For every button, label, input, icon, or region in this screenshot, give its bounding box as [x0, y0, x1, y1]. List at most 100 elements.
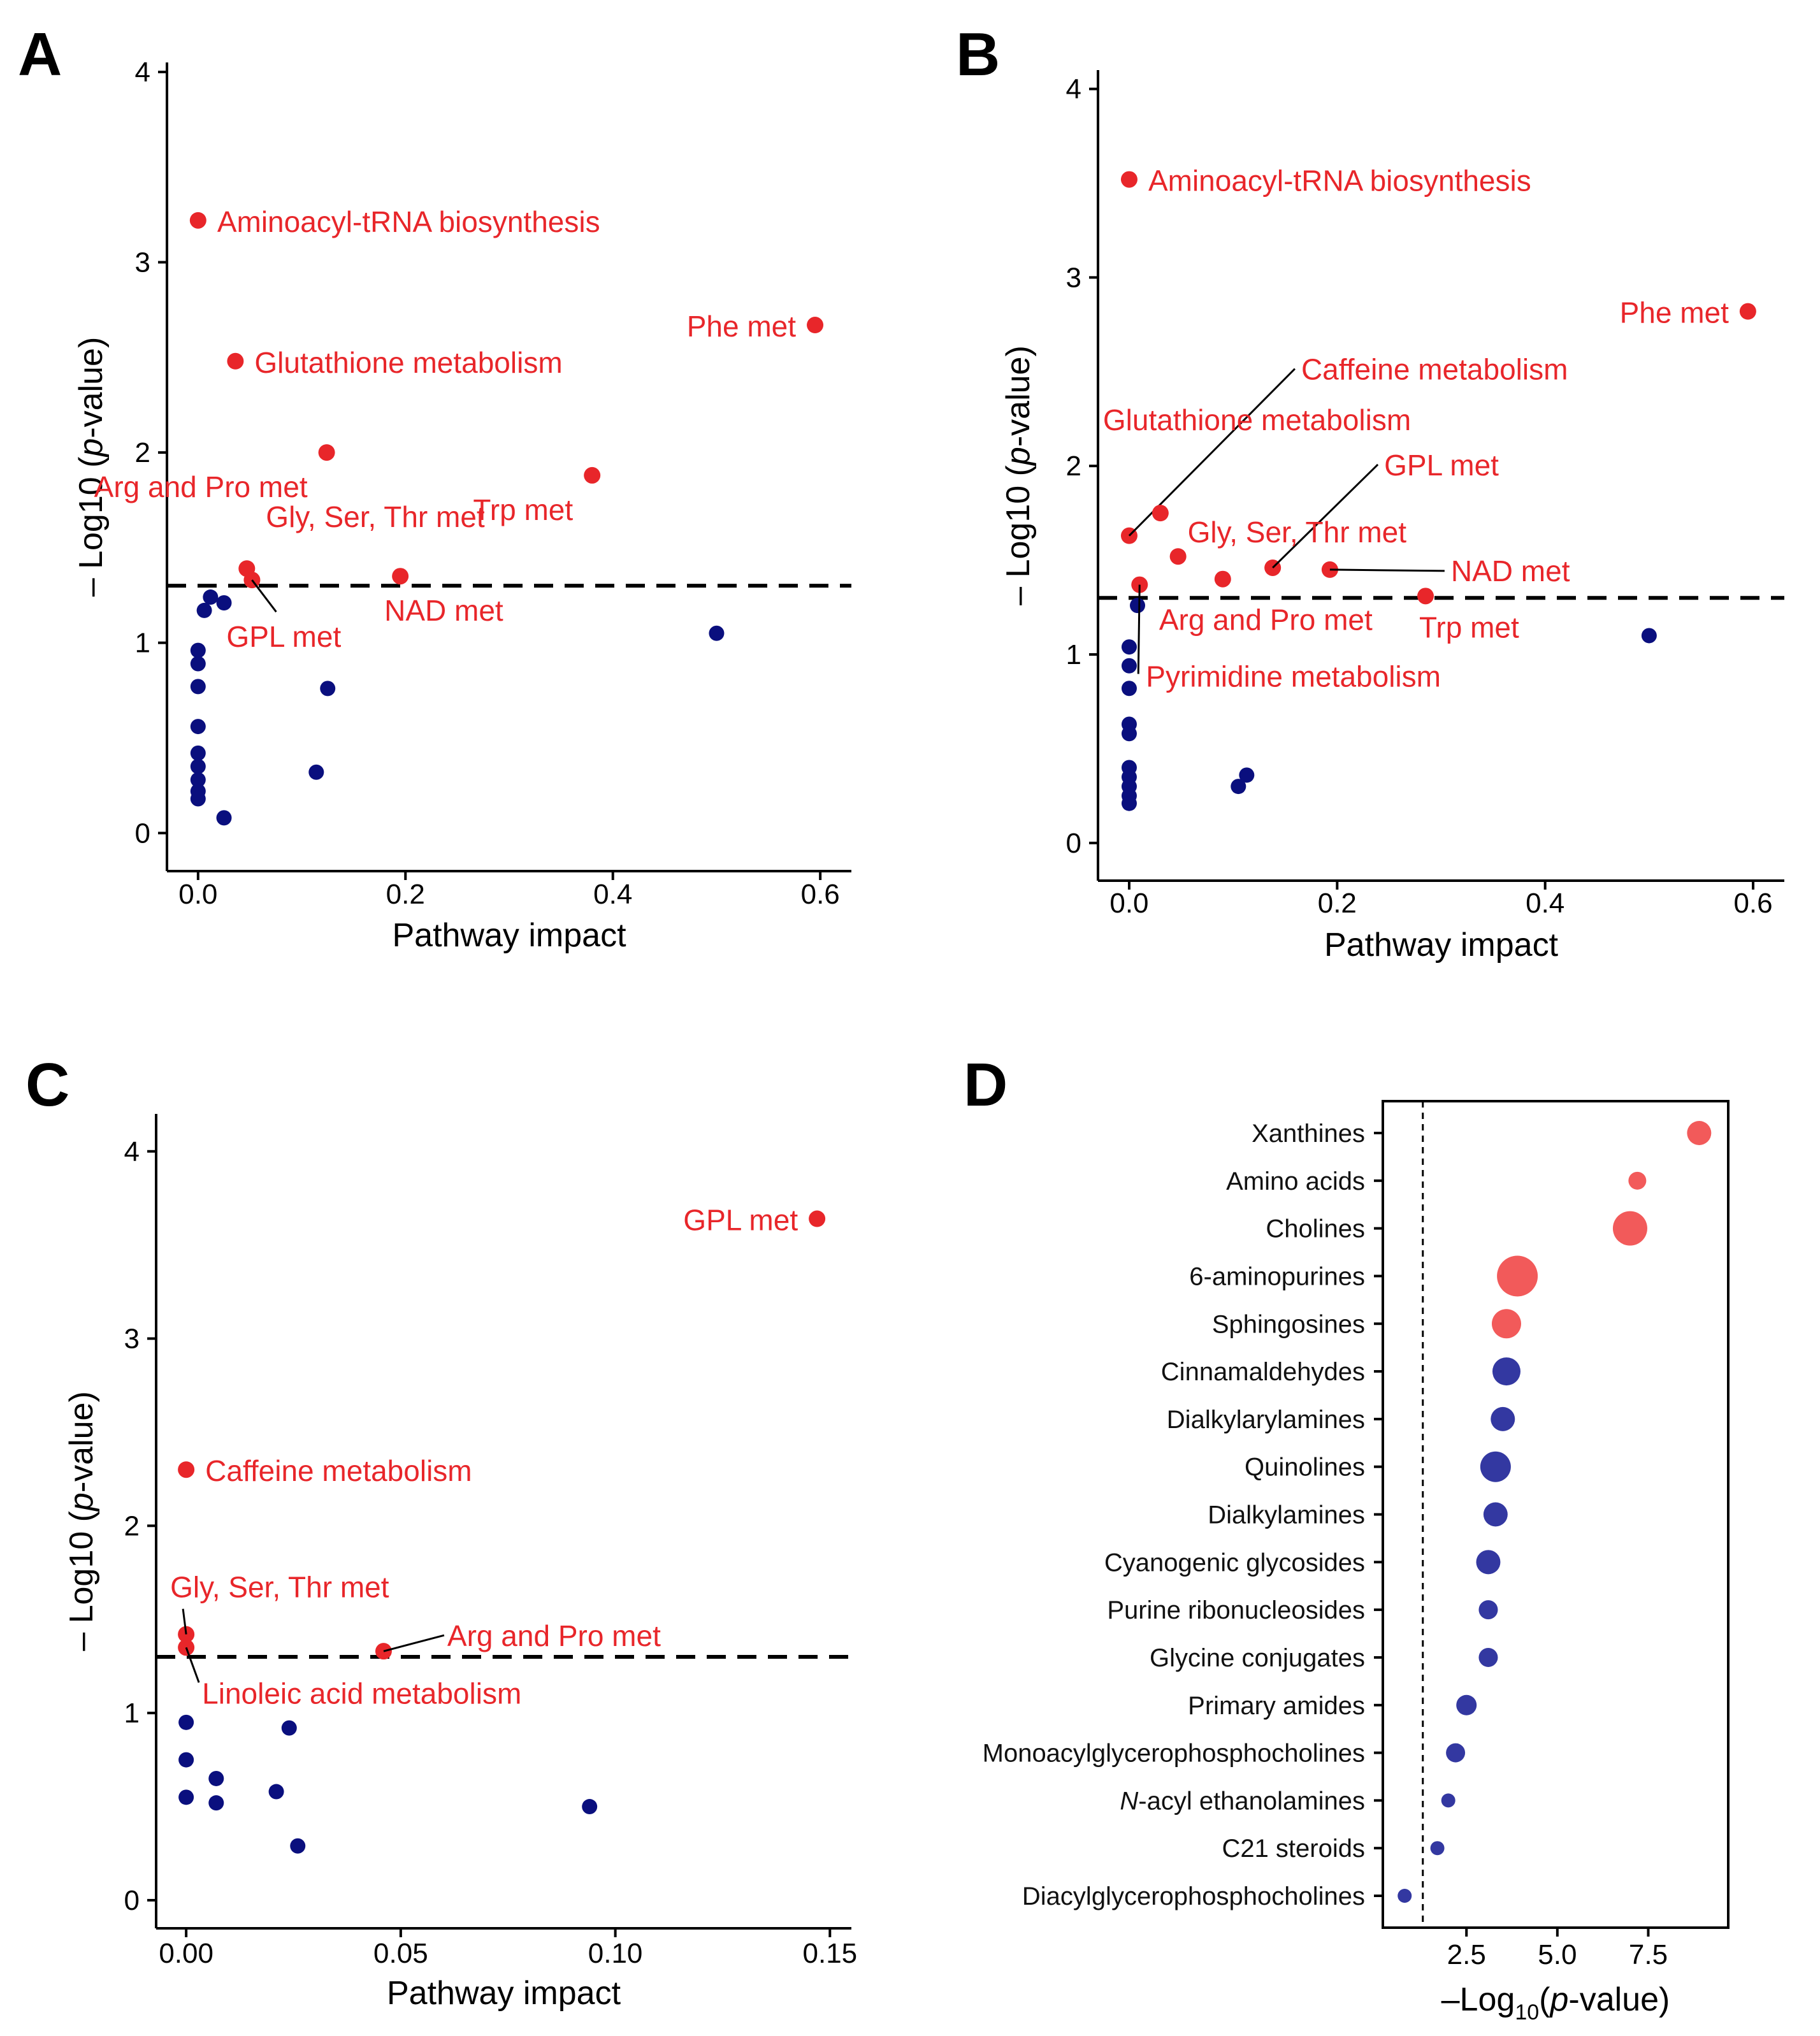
nonsignificant-point[interactable] [290, 1838, 306, 1854]
x-tick-label: 0.15 [803, 1938, 858, 1969]
significant-point[interactable] [807, 317, 824, 334]
category-dot[interactable] [1478, 1647, 1498, 1667]
x-axis-title: –Log10(p-value) [1441, 1981, 1670, 2025]
category-dot[interactable] [1456, 1694, 1477, 1715]
significant-point[interactable] [1152, 505, 1169, 522]
nonsignificant-point[interactable] [308, 764, 324, 780]
point-label: Caffeine metabolism [1301, 353, 1568, 386]
nonsignificant-point[interactable] [203, 589, 219, 605]
category-dot[interactable] [1478, 1600, 1498, 1620]
significant-point[interactable] [318, 444, 335, 461]
panel-letter: A [18, 20, 62, 89]
nonsignificant-point[interactable] [1130, 598, 1146, 614]
y-title-italic: p [63, 1492, 100, 1512]
nonsignificant-point[interactable] [190, 719, 206, 735]
category-dot[interactable] [1480, 1451, 1511, 1482]
nonsignificant-point[interactable] [196, 602, 212, 618]
point-label: Gly, Ser, Thr met [1188, 516, 1407, 549]
panel-letter: C [25, 1051, 69, 1119]
point-label: Phe met [1620, 296, 1730, 329]
nonsignificant-point[interactable] [1231, 779, 1246, 795]
category-label: Diacylglycerophosphocholines [1022, 1882, 1365, 1910]
nonsignificant-point[interactable] [190, 745, 206, 761]
nonsignificant-point[interactable] [208, 1795, 224, 1811]
point-label: Trp met [1419, 610, 1519, 644]
category-dot[interactable] [1491, 1309, 1521, 1339]
category-dot[interactable] [1476, 1550, 1501, 1575]
nonsignificant-point[interactable] [178, 1789, 194, 1805]
significant-point[interactable] [178, 1461, 195, 1478]
point-label: NAD met [1451, 554, 1570, 588]
category-label: Cholines [1266, 1215, 1365, 1243]
nonsignificant-point[interactable] [709, 625, 725, 641]
category-dot[interactable] [1492, 1357, 1520, 1386]
category-label: Dialkylamines [1208, 1501, 1365, 1529]
nonsignificant-point[interactable] [1121, 795, 1137, 811]
significant-point[interactable] [584, 466, 601, 484]
category-dot[interactable] [1483, 1502, 1508, 1527]
significant-point[interactable] [227, 352, 244, 370]
nonsignificant-point[interactable] [190, 758, 206, 774]
category-label: Sphingosines [1212, 1310, 1365, 1338]
y-title-italic: p [73, 438, 110, 458]
significant-point[interactable] [1214, 570, 1231, 588]
x-tick-label: 0.6 [1733, 888, 1772, 919]
significant-point[interactable] [1169, 548, 1187, 565]
nonsignificant-point[interactable] [178, 1714, 194, 1730]
category-dot[interactable] [1398, 1889, 1412, 1903]
significant-point[interactable] [1120, 171, 1138, 188]
x-tick-label: 0.2 [386, 879, 425, 910]
category-dot[interactable] [1491, 1406, 1515, 1431]
nonsignificant-point[interactable] [190, 791, 206, 807]
nonsignificant-point[interactable] [190, 642, 206, 658]
category-dot[interactable] [1446, 1743, 1466, 1763]
y-title-italic: p [1000, 447, 1037, 466]
category-label: Glycine conjugates [1150, 1644, 1365, 1672]
panel-d: D Xanthines Amino acids Cholines 6-aminopuri… [964, 1051, 1730, 2025]
nonsignificant-point[interactable] [582, 1799, 598, 1815]
category-dot[interactable] [1687, 1121, 1712, 1145]
nonsignificant-point[interactable] [178, 1752, 194, 1768]
significant-point[interactable] [1417, 588, 1434, 605]
label-leader [185, 1647, 200, 1683]
category-dot[interactable] [1430, 1841, 1445, 1856]
x-title-suffix: -value) [1568, 1981, 1670, 2018]
x-tick-label: 0.0 [178, 879, 217, 910]
nonsignificant-point[interactable] [1121, 726, 1137, 742]
nonsignificant-point[interactable] [281, 1720, 297, 1736]
nonsignificant-point[interactable] [190, 656, 206, 672]
x-tick-label: 0.4 [1526, 888, 1564, 919]
nonsignificant-point[interactable] [320, 681, 336, 697]
category-dot[interactable] [1441, 1793, 1455, 1808]
category-dot[interactable] [1628, 1171, 1647, 1190]
category-label: Cyanogenic glycosides [1104, 1549, 1365, 1577]
point-label: Arg and Pro met [94, 470, 308, 503]
significant-point[interactable] [809, 1210, 826, 1227]
nonsignificant-point[interactable] [216, 595, 232, 610]
point-label: Gly, Ser, Thr met [266, 500, 485, 533]
nonsignificant-point[interactable] [1641, 628, 1657, 644]
x-tick-label: 0.00 [159, 1938, 213, 1969]
x-title-prefix: –Log [1441, 1981, 1515, 2018]
significant-point[interactable] [1739, 303, 1756, 320]
y-tick-label: 1 [124, 1698, 140, 1729]
point-label: Linoleic acid metabolism [202, 1677, 521, 1710]
y-axis-title: – Log10 (p-value) [63, 1391, 100, 1651]
nonsignificant-point[interactable] [1121, 658, 1137, 674]
nonsignificant-point[interactable] [1121, 639, 1137, 655]
nonsignificant-point[interactable] [208, 1770, 224, 1786]
significant-point[interactable] [189, 212, 206, 229]
nonsignificant-point[interactable] [190, 679, 206, 695]
nonsignificant-point[interactable] [1239, 767, 1255, 783]
nonsignificant-point[interactable] [1121, 681, 1137, 697]
point-label: Trp met [473, 493, 573, 526]
category-dot[interactable] [1497, 1255, 1538, 1297]
point-label: Gly, Ser, Thr met [170, 1571, 389, 1604]
y-tick-label: 1 [1066, 639, 1081, 670]
nonsignificant-point[interactable] [190, 772, 206, 788]
significant-point[interactable] [392, 568, 409, 585]
category-dot[interactable] [1612, 1211, 1647, 1246]
nonsignificant-point[interactable] [268, 1784, 284, 1800]
label-leader [182, 1608, 187, 1635]
nonsignificant-point[interactable] [216, 810, 232, 826]
